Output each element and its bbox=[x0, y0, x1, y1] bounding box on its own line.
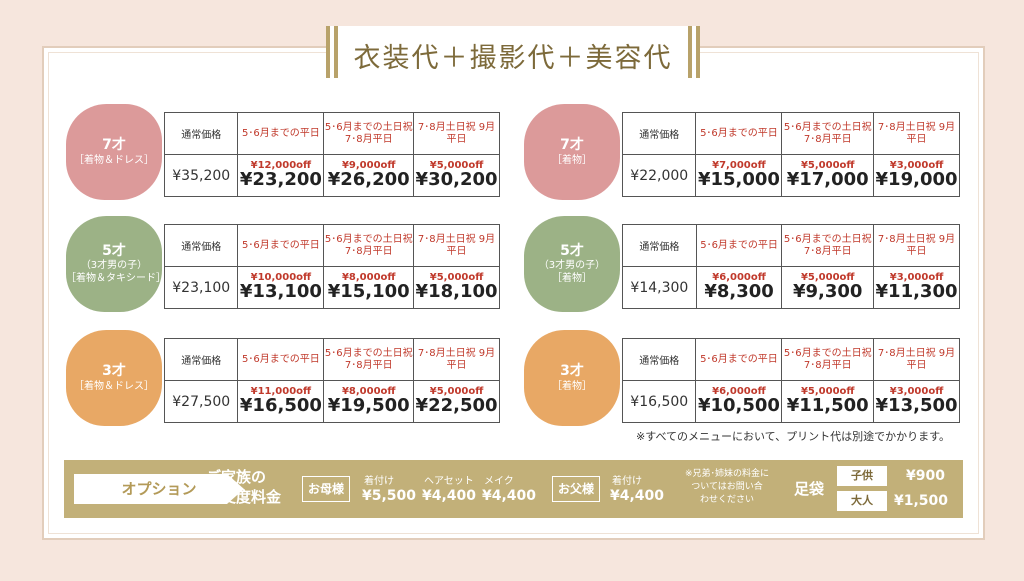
title-banner: 衣装代＋撮影代＋美容代 bbox=[326, 26, 700, 78]
age-badge-7-kimono-dress: 7才 ［着物＆ドレス］ bbox=[66, 104, 162, 200]
father-tag: お父様 bbox=[552, 476, 600, 502]
options-label: オプション bbox=[74, 474, 244, 504]
mother-service-name: ヘアセット bbox=[424, 476, 474, 487]
age-badge-5-kimono-tuxedo: 5才 （3才男の子） ［着物＆タキシード］ bbox=[66, 216, 166, 312]
price-cell: ¥6,000off ¥8,300 bbox=[695, 266, 783, 309]
price-cell: ¥8,000off ¥15,100 bbox=[323, 266, 415, 309]
price-cell: ¥6,000off ¥10,500 bbox=[695, 380, 783, 423]
price-cell: ¥7,000off ¥15,000 bbox=[695, 154, 783, 197]
adult-label: 大人 bbox=[837, 491, 887, 511]
price-cell: ¥5,000off ¥9,300 bbox=[781, 266, 875, 309]
price-cell: ¥8,000off ¥19,500 bbox=[323, 380, 415, 423]
child-label: 子供 bbox=[837, 466, 887, 486]
father-service-price: ¥4,400 bbox=[610, 488, 665, 504]
father-service-name: 着付け bbox=[612, 476, 642, 487]
price-table-5-kimono-tuxedo: 通常価格 5･6月までの平日 5･6月までの土日祝 7･8月平日 7･8月土日祝… bbox=[163, 224, 500, 309]
regular-price: ¥23,100 bbox=[163, 266, 239, 309]
adult-price: ¥1,500 bbox=[894, 493, 949, 509]
price-cell: ¥5,000off ¥30,200 bbox=[413, 154, 500, 197]
price-table-3-kimono-dress: 通常価格 5･6月までの平日 5･6月までの土日祝 7･8月平日 7･8月土日祝… bbox=[163, 338, 500, 423]
regular-price: ¥27,500 bbox=[163, 380, 239, 423]
age-badge-5-kimono: 5才 （3才男の子） ［着物］ bbox=[524, 216, 620, 312]
page-title: 衣装代＋撮影代＋美容代 bbox=[353, 43, 673, 74]
child-price: ¥900 bbox=[906, 468, 945, 484]
mother-service-name: メイク bbox=[484, 476, 514, 487]
regular-price: ¥35,200 bbox=[163, 154, 239, 197]
price-cell: ¥5,000off ¥11,500 bbox=[781, 380, 875, 423]
price-cell: ¥5,000off ¥22,500 bbox=[413, 380, 500, 423]
price-cell: ¥3,000off ¥19,000 bbox=[873, 154, 960, 197]
regular-price: ¥14,300 bbox=[622, 266, 697, 309]
price-cell: ¥5,000off ¥17,000 bbox=[781, 154, 875, 197]
family-prep-title: ご家族の お支度料金 bbox=[206, 468, 282, 506]
price-table-3-kimono: 通常価格 5･6月までの平日 5･6月までの土日祝 7･8月平日 7･8月土日祝… bbox=[621, 338, 960, 423]
tabi-label: 足袋 bbox=[794, 480, 825, 498]
mother-service-name: 着付け bbox=[364, 476, 394, 487]
price-cell: ¥5,000off ¥18,100 bbox=[413, 266, 500, 309]
age-badge-3-kimono: 3才 ［着物］ bbox=[524, 330, 620, 426]
price-cell: ¥9,000off ¥26,200 bbox=[323, 154, 415, 197]
price-cell: ¥3,000off ¥13,500 bbox=[873, 380, 960, 423]
options-bar: オプション ご家族の お支度料金 お母様 着付け ¥5,500 ヘアセット ¥4… bbox=[64, 460, 963, 518]
mother-service-price: ¥4,400 bbox=[482, 488, 537, 504]
price-cell: ¥11,000off ¥16,500 bbox=[237, 380, 325, 423]
regular-price: ¥16,500 bbox=[621, 380, 697, 423]
sibling-note: ※兄弟･姉妹の料金に ついてはお問い合 わせください bbox=[684, 469, 770, 506]
print-fee-note: ※すべてのメニューにおいて、プリント代は別途でかかります。 bbox=[636, 430, 951, 443]
age-badge-3-kimono-dress: 3才 ［着物＆ドレス］ bbox=[66, 330, 162, 426]
price-table-7-kimono: 通常価格 5･6月までの平日 5･6月までの土日祝 7･8月平日 7･8月土日祝… bbox=[621, 112, 960, 197]
regular-price: ¥22,000 bbox=[621, 154, 697, 197]
mother-service-price: ¥5,500 bbox=[362, 488, 417, 504]
price-cell: ¥10,000off ¥13,100 bbox=[237, 266, 325, 309]
price-table-7-kimono-dress: 通常価格 5･6月までの平日 5･6月までの土日祝 7･8月平日 7･8月土日祝… bbox=[163, 112, 500, 197]
price-cell: ¥12,000off ¥23,200 bbox=[237, 154, 325, 197]
age-badge-7-kimono: 7才 ［着物］ bbox=[524, 104, 620, 200]
price-table-5-kimono: 通常価格 5･6月までの平日 5･6月までの土日祝 7･8月平日 7･8月土日祝… bbox=[622, 224, 960, 309]
price-cell: ¥3,000off ¥11,300 bbox=[873, 266, 960, 309]
mother-tag: お母様 bbox=[302, 476, 350, 502]
mother-service-price: ¥4,400 bbox=[422, 488, 477, 504]
